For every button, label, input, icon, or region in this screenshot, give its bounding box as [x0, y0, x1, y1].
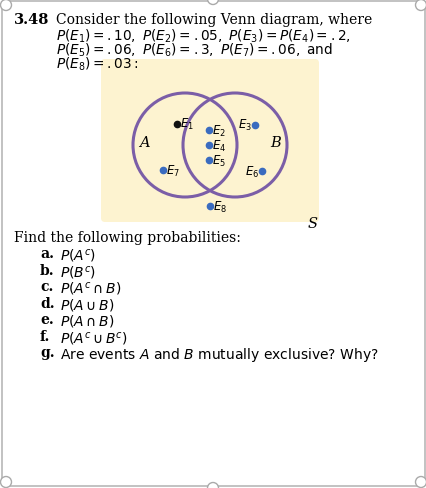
Circle shape — [207, 0, 218, 5]
Text: $E_5$: $E_5$ — [211, 153, 225, 168]
Text: $E_4$: $E_4$ — [211, 138, 226, 153]
Text: Consider the following Venn diagram, where: Consider the following Venn diagram, whe… — [56, 13, 371, 27]
Text: f.: f. — [40, 329, 50, 343]
Text: $P(E_1) = .10,\ P(E_2) = .05,\ P(E_3) = P(E_4) = .2,$: $P(E_1) = .10,\ P(E_2) = .05,\ P(E_3) = … — [56, 28, 350, 45]
Circle shape — [414, 476, 426, 488]
Text: $P(A \cap B)$: $P(A \cap B)$ — [60, 313, 114, 329]
Text: b.: b. — [40, 264, 55, 278]
Text: $P(A^c)$: $P(A^c)$ — [60, 247, 96, 264]
Text: $P(B^c)$: $P(B^c)$ — [60, 264, 96, 281]
Text: c.: c. — [40, 280, 53, 294]
Text: $E_3$: $E_3$ — [237, 117, 251, 132]
Text: d.: d. — [40, 296, 55, 310]
Text: $E_1$: $E_1$ — [180, 116, 193, 131]
Circle shape — [207, 483, 218, 488]
FancyBboxPatch shape — [101, 60, 318, 223]
Text: $P(A^c \cap B)$: $P(A^c \cap B)$ — [60, 280, 121, 297]
Text: A: A — [139, 136, 149, 150]
Text: $E_8$: $E_8$ — [213, 199, 227, 214]
Text: Are events $A$ and $B$ mutually exclusive? Why?: Are events $A$ and $B$ mutually exclusiv… — [60, 346, 378, 364]
Circle shape — [0, 476, 12, 488]
Text: B: B — [270, 136, 280, 150]
Circle shape — [414, 0, 426, 12]
Text: g.: g. — [40, 346, 55, 360]
Text: $E_6$: $E_6$ — [244, 164, 259, 179]
Text: 3.48: 3.48 — [14, 13, 49, 27]
Text: $P(E_8) = .03:$: $P(E_8) = .03:$ — [56, 56, 138, 73]
Text: $E_2$: $E_2$ — [211, 123, 225, 138]
Text: a.: a. — [40, 247, 54, 261]
Text: $E_7$: $E_7$ — [166, 163, 179, 178]
Circle shape — [0, 0, 12, 12]
Text: $P(E_5) = .06,\ P(E_6) = .3,\ P(E_7) = .06,$ and: $P(E_5) = .06,\ P(E_6) = .3,\ P(E_7) = .… — [56, 42, 332, 59]
Text: $P(A^c \cup B^c)$: $P(A^c \cup B^c)$ — [60, 329, 128, 346]
Text: S: S — [307, 217, 317, 230]
Text: e.: e. — [40, 313, 54, 327]
Text: $P(A \cup B)$: $P(A \cup B)$ — [60, 296, 114, 312]
Text: Find the following probabilities:: Find the following probabilities: — [14, 230, 240, 244]
